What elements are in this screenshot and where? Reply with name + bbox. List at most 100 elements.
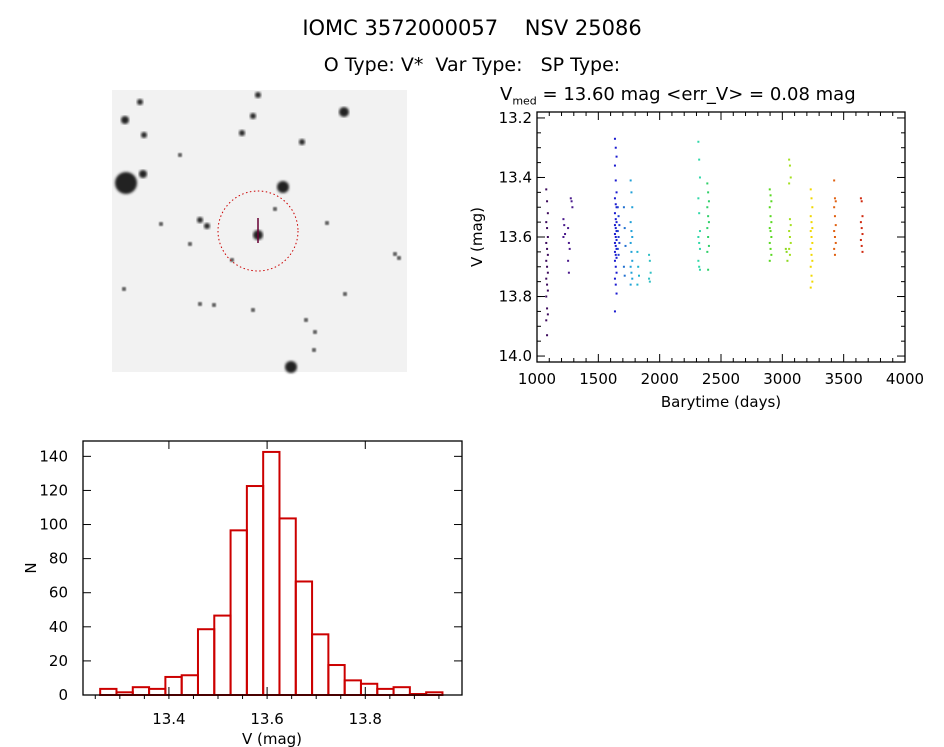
star: [251, 308, 255, 312]
star: [304, 318, 308, 322]
data-point: [614, 236, 617, 238]
star: [397, 256, 401, 260]
data-point: [788, 182, 791, 185]
data-point: [706, 206, 709, 209]
star: [121, 116, 129, 124]
data-point: [615, 206, 618, 209]
data-point: [811, 227, 814, 230]
object-types: O Type: V* Var Type: SP Type:: [323, 54, 621, 76]
data-point: [546, 265, 549, 268]
data-point: [707, 268, 710, 271]
data-point: [636, 250, 639, 253]
data-point: [613, 233, 616, 236]
histogram-bar: [164, 675, 183, 696]
data-point: [768, 241, 771, 244]
data-point: [546, 236, 549, 238]
data-point: [768, 227, 771, 230]
histogram-bar: [311, 633, 330, 696]
object-title: IOMC 3572000057 NSV 25086: [302, 16, 642, 40]
data-point: [768, 259, 771, 262]
data-point: [546, 247, 549, 250]
data-point: [615, 155, 618, 158]
data-point: [833, 215, 836, 218]
title-sub: med: [512, 94, 537, 108]
data-point: [698, 176, 701, 179]
data-point: [623, 274, 626, 277]
y-tick-label: 60: [49, 584, 68, 602]
light-curve-plot: 1000 1500 2000 2500 3000 3500 4000 13.2 13.4 13.6…: [499, 109, 925, 388]
data-point: [860, 200, 863, 203]
data-point: [769, 194, 772, 197]
data-point: [788, 158, 791, 161]
data-point: [698, 212, 701, 215]
data-point: [613, 310, 616, 313]
x-tick-label: 1500: [579, 370, 617, 388]
x-tick-label: 2500: [702, 370, 740, 388]
data-point: [616, 247, 619, 250]
data-point: [546, 289, 549, 292]
data-point: [571, 206, 574, 209]
histogram-bar: [359, 682, 379, 696]
data-point: [698, 230, 701, 233]
data-point: [614, 265, 617, 268]
histogram-plot: 13.4 13.6 13.8 0 20 40 60 80 100 120 140: [39, 440, 463, 728]
data-point: [707, 200, 710, 203]
data-point: [788, 218, 791, 221]
data-point: [788, 164, 791, 167]
data-point: [637, 265, 640, 268]
data-point: [809, 265, 812, 268]
data-point: [563, 224, 566, 227]
data-point: [788, 236, 791, 238]
star: [198, 302, 202, 306]
data-point: [546, 200, 549, 203]
data-point: [567, 241, 570, 244]
x-tick-label: 13.8: [349, 710, 382, 728]
data-point: [648, 259, 651, 262]
y-tick-label: 0: [58, 686, 68, 704]
data-point: [811, 280, 814, 283]
light-curve-xlabel: Barytime (days): [661, 393, 781, 411]
data-point: [698, 247, 701, 250]
data-point: [615, 230, 618, 233]
data-point: [545, 259, 548, 262]
data-point: [770, 236, 773, 238]
data-point: [629, 179, 632, 182]
data-point: [636, 283, 639, 286]
data-point: [859, 221, 862, 224]
data-point: [630, 230, 633, 233]
data-point: [629, 241, 632, 244]
star: [197, 217, 203, 223]
histogram-bar: [376, 687, 395, 697]
data-point: [810, 253, 813, 256]
data-point: [809, 286, 812, 289]
title-rest: = 13.60 mag <err_V> = 0.08 mag: [536, 84, 856, 105]
data-point: [769, 215, 772, 218]
data-point: [545, 277, 548, 280]
data-point: [697, 197, 700, 200]
data-point: [698, 158, 701, 161]
star: [212, 303, 216, 307]
y-tick-label: 100: [39, 516, 68, 534]
y-tick-label: 13.2: [499, 109, 532, 127]
data-point: [768, 206, 771, 209]
data-point: [707, 221, 710, 224]
histogram-bar: [148, 687, 167, 697]
data-point: [648, 253, 651, 256]
histogram-bar: [245, 485, 265, 697]
data-point: [769, 247, 772, 250]
data-point: [614, 227, 617, 230]
data-point: [697, 236, 700, 238]
data-point: [613, 197, 616, 200]
data-point: [649, 271, 652, 274]
data-point: [833, 197, 836, 200]
data-point: [788, 247, 791, 250]
data-point: [810, 197, 813, 200]
data-point: [834, 224, 837, 227]
data-point: [615, 238, 618, 241]
data-point: [834, 241, 837, 244]
data-point: [860, 244, 863, 247]
data-point: [613, 250, 616, 253]
data-point: [546, 212, 549, 215]
data-point: [613, 224, 616, 227]
